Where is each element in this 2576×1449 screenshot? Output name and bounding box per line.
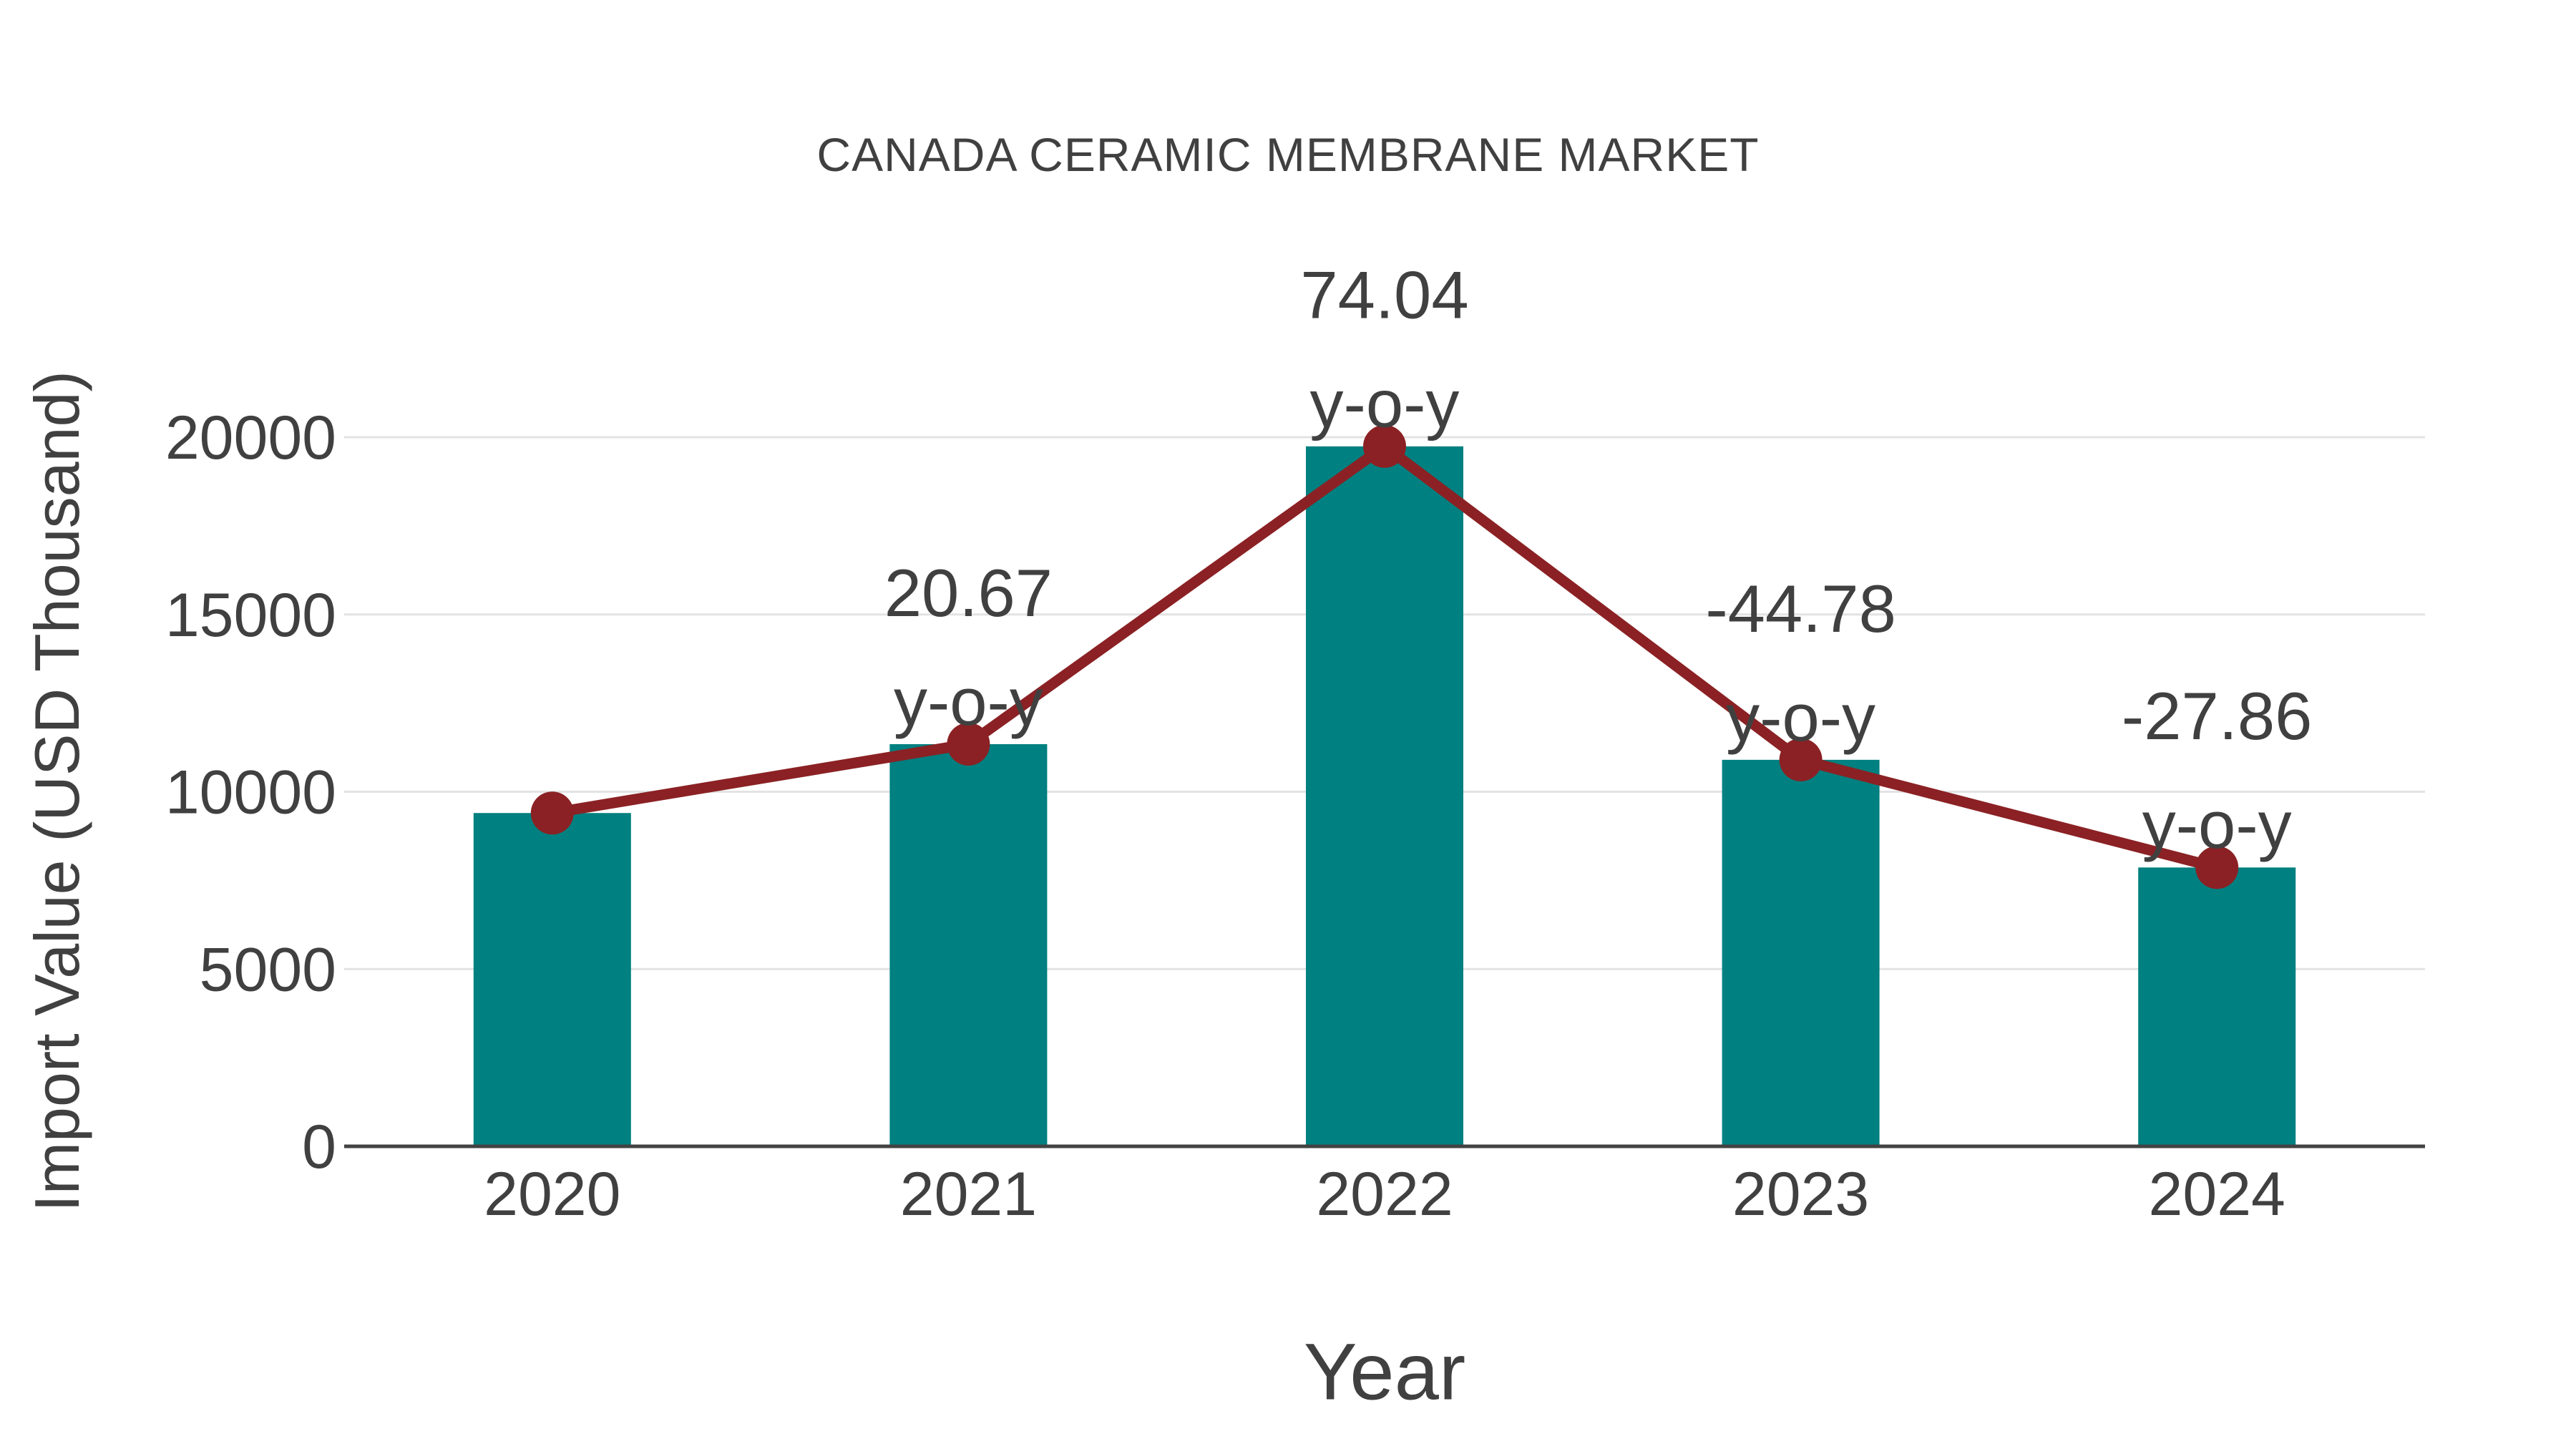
trend-marker-2024 <box>2195 846 2239 889</box>
annotation-value-2023: -44.78 <box>1705 571 1896 646</box>
y-tick-label: 20000 <box>165 404 336 472</box>
trend-markers-group <box>530 424 2239 889</box>
x-tick-label-2023: 2023 <box>1732 1160 1869 1229</box>
y-tick-label: 5000 <box>200 935 336 1004</box>
y-tick-labels-group: 0 5000 10000 15000 20000 <box>165 404 336 1181</box>
bar-2024 <box>2138 867 2296 1146</box>
x-tick-labels-group: 2020 2021 2022 2023 2024 <box>484 1160 2285 1229</box>
annotation-suffix-2023: y-o-y <box>1726 680 1875 755</box>
annotation-value-2022: 74.04 <box>1300 258 1468 333</box>
trend-marker-2022 <box>1363 424 1406 468</box>
trend-marker-2021 <box>947 722 990 766</box>
bar-2020 <box>473 813 631 1146</box>
annotation-suffix-2024: y-o-y <box>2142 787 2292 862</box>
annotation-suffix-2022: y-o-y <box>1310 366 1460 441</box>
x-tick-label-2020: 2020 <box>484 1160 620 1229</box>
annotation-value-2021: 20.67 <box>884 555 1053 630</box>
trend-marker-2020 <box>530 791 574 835</box>
y-tick-label: 10000 <box>165 758 336 827</box>
x-tick-label-2024: 2024 <box>2149 1160 2285 1229</box>
chart-title: CANADA CERAMIC MEMBRANE MARKET <box>816 128 1760 181</box>
annotation-value-2024: -27.86 <box>2122 678 2313 753</box>
x-tick-label-2021: 2021 <box>900 1160 1037 1229</box>
x-tick-label-2022: 2022 <box>1316 1160 1453 1229</box>
bar-2022 <box>1306 446 1463 1146</box>
bar-2021 <box>889 743 1048 1146</box>
y-tick-label: 15000 <box>165 581 336 650</box>
x-axis-title: Year <box>1303 1327 1466 1417</box>
annotations-group: 20.67 y-o-y 74.04 y-o-y -44.78 y-o-y -27.86 y-o… <box>884 258 2313 863</box>
annotation-suffix-2021: y-o-y <box>894 664 1043 739</box>
trend-marker-2023 <box>1779 738 1823 781</box>
y-axis-title: Import Value (USD Thousand) <box>21 371 92 1212</box>
bar-series-group <box>473 446 2296 1146</box>
bar-2023 <box>1722 759 1880 1146</box>
y-tick-label: 0 <box>302 1113 336 1181</box>
